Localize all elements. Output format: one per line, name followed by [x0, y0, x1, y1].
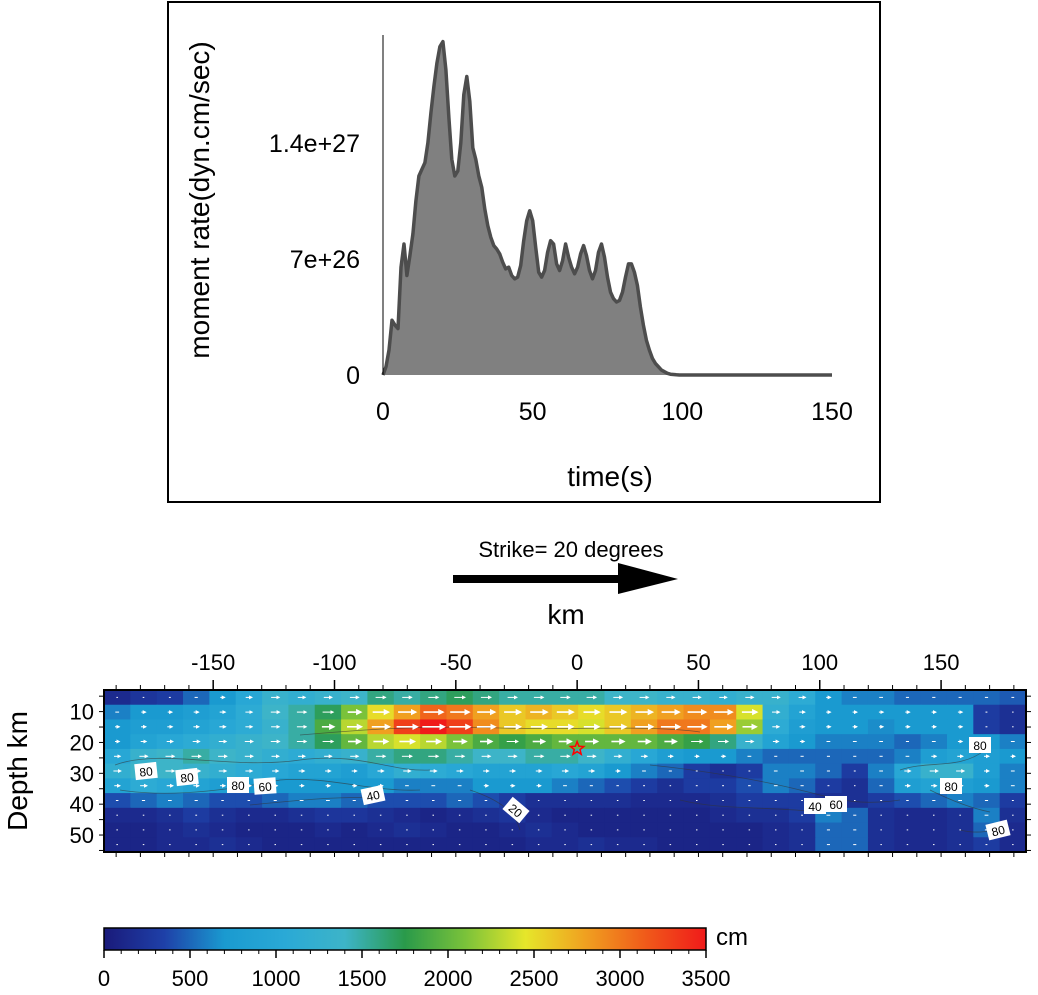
slip-contour-line [299, 726, 701, 736]
slip-contour-lines [114, 726, 1011, 833]
slip-contour-label-text: 80 [139, 764, 154, 779]
colorbar-tick-label: 3000 [596, 966, 645, 991]
slip-map-frame [103, 689, 1027, 853]
slip-contour-label-box [969, 737, 991, 753]
moment-rate-frame [167, 1, 881, 503]
moment-rate-x-tick-label: 150 [811, 398, 853, 426]
slip-x-ticks: -150 -100 -50 0 50 100 150 [191, 650, 959, 690]
slip-contour-label-box [804, 798, 826, 814]
slip-contour-label-box [253, 777, 277, 795]
moment-rate-x-tick-label: 0 [376, 398, 390, 426]
slip-contour-label-box [502, 796, 530, 824]
moment-rate-y-ticks: 0 7e+26 1.4e+27 [269, 130, 360, 390]
slip-contour-label-text: 80 [231, 779, 245, 793]
slip-contour-label: 80 [940, 778, 962, 794]
colorbar-tick-label: 2500 [510, 966, 559, 991]
moment-rate-x-tick-label: 100 [661, 398, 703, 426]
slip-y-tick-label: 10 [70, 700, 94, 725]
hypocenter-star-icon [568, 739, 586, 757]
moment-rate-y-label: moment rate(dyn.cm/sec) [184, 41, 215, 358]
slip-contour-label: 80 [985, 819, 1011, 841]
moment-rate-x-tick-label: 50 [519, 398, 547, 426]
slip-x-tick-label: -150 [191, 650, 235, 675]
slip-contour-label-box [985, 819, 1011, 841]
colorbar-scale [103, 927, 707, 951]
slip-contour-label-box [940, 778, 962, 794]
slip-contour-label-text: 80 [944, 780, 958, 794]
slip-x-tick-label: -100 [312, 650, 356, 675]
slip-contour-label: 80 [227, 777, 249, 793]
slip-contour-label-text: 40 [808, 800, 822, 814]
moment-rate-line [381, 39, 832, 377]
slip-y-tick-label: 40 [70, 792, 94, 817]
slip-contour-label-text: 40 [365, 788, 381, 805]
colorbar: 0 500 1000 1500 2000 2500 3000 3500 cm [98, 924, 748, 991]
colorbar-tick-label: 500 [172, 966, 209, 991]
slip-contour-label-box [134, 761, 158, 781]
colorbar-tick-label: 3500 [682, 966, 731, 991]
slip-contour-label: 60 [253, 777, 277, 795]
slip-y-label: Depth km [2, 711, 33, 831]
slip-y-tick-label: 30 [70, 761, 94, 786]
strike-label: Strike= 20 degrees [478, 537, 663, 562]
slip-contour-label: 20 [502, 796, 530, 824]
slip-contour-labels: 80 80 80 60 40 20 40 60 80 80 80 [134, 737, 1011, 841]
slip-contour-label: 80 [134, 761, 158, 781]
moment-rate-area [383, 41, 832, 375]
slip-y-ticks: 10 20 30 40 50 [70, 700, 94, 848]
moment-rate-y-tick-label: 7e+26 [290, 246, 360, 274]
slip-x-tick-label: 150 [923, 650, 960, 675]
moment-rate-y-tick-label: 0 [346, 362, 360, 390]
moment-rate-x-label: time(s) [567, 461, 653, 492]
slip-contour-label-text: 80 [180, 770, 195, 785]
slip-contour-label-box [825, 796, 847, 812]
slip-contour-label: 60 [825, 796, 847, 812]
slip-x-tick-label: 0 [571, 650, 583, 675]
slip-contour-line [649, 764, 901, 803]
slip-y-tick-label: 20 [70, 730, 94, 755]
slip-contour-label-text: 60 [829, 798, 843, 812]
moment-rate-y-tick-label: 1.4e+27 [269, 130, 360, 158]
colorbar-tick-label: 1500 [338, 966, 387, 991]
colorbar-tick-label: 0 [98, 966, 110, 991]
slip-contour-line [679, 799, 821, 813]
slip-x-tick-label: 50 [686, 650, 710, 675]
slip-contour-label: 80 [175, 767, 199, 787]
colorbar-tick-label: 1000 [252, 966, 301, 991]
slip-contour-label-text: 80 [990, 822, 1007, 839]
slip-contour-line [114, 757, 431, 771]
colorbar-tick-label: 2000 [424, 966, 473, 991]
strike-header: Strike= 20 degrees km [453, 537, 678, 630]
slip-contour-line [899, 749, 986, 771]
slip-map-panel: 80 80 80 60 40 20 40 60 80 80 80 -150 -100 -50 0 50 100… [2, 650, 1031, 857]
slip-contour-label: 40 [804, 798, 826, 814]
slip-contour-label-box [360, 784, 386, 806]
slip-y-tick-label: 50 [70, 823, 94, 848]
slip-contour-label-text: 60 [258, 780, 273, 795]
colorbar-unit-label: cm [716, 924, 748, 951]
colorbar-ticks: 0 500 1000 1500 2000 2500 3000 3500 [98, 950, 731, 991]
slip-contour-line [929, 789, 991, 813]
slip-x-label: km [547, 599, 584, 630]
slip-x-tick-label: 100 [801, 650, 838, 675]
slip-contour-label-text: 80 [973, 739, 987, 753]
slip-contour-label-box [227, 777, 249, 793]
strike-arrow-icon [453, 563, 678, 594]
slip-contour-label-box [175, 767, 199, 787]
slip-vectors [113, 695, 1016, 846]
slip-x-tick-label: -50 [440, 650, 472, 675]
moment-rate-panel: 0 50 100 150 0 7e+26 1.4e+27 time(s) moment r… [167, 1, 881, 503]
moment-rate-x-ticks: 0 50 100 150 [376, 398, 853, 426]
slip-contour-label: 40 [360, 784, 386, 806]
slip-contour-label: 80 [969, 737, 991, 753]
